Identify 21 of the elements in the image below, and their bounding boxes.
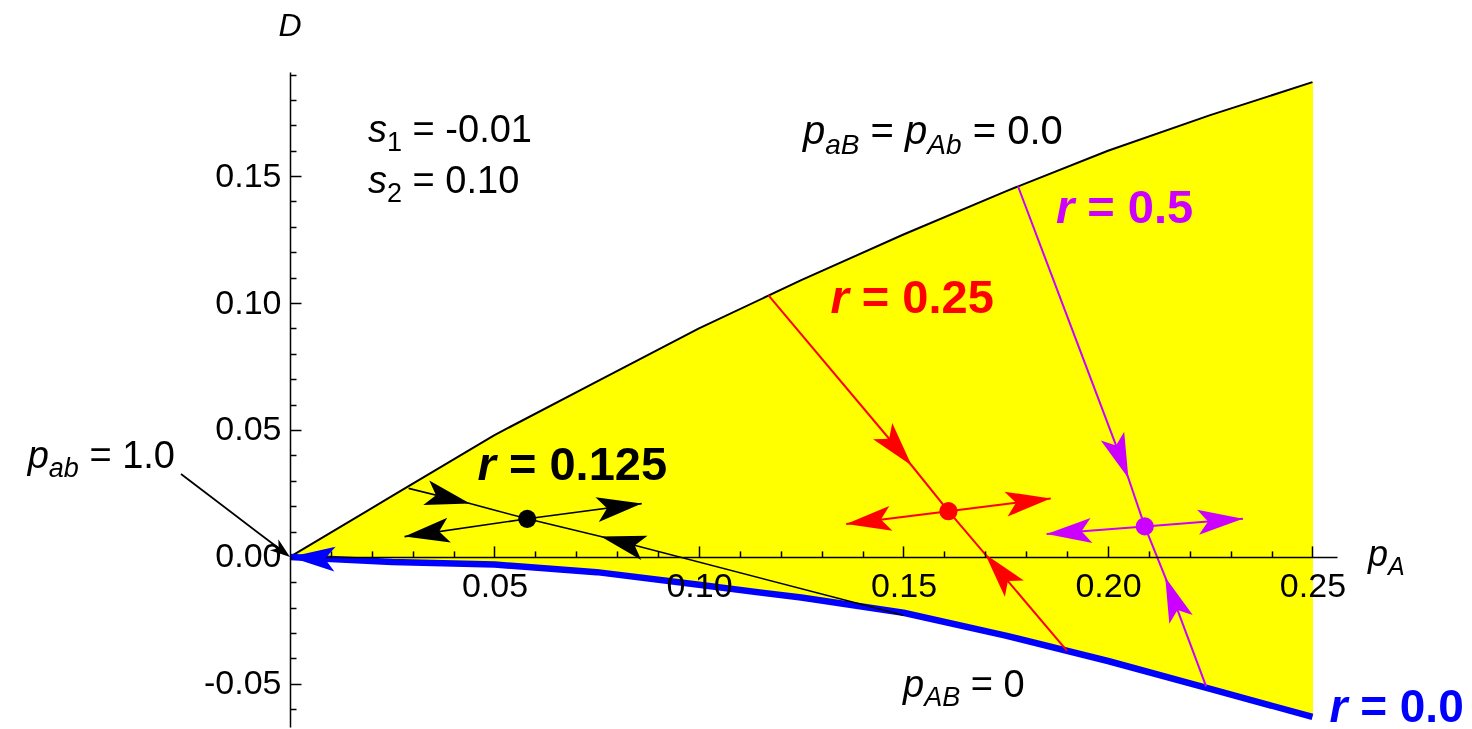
- y-axis-title: D: [278, 7, 302, 43]
- x-tick-label: 0.20: [1075, 566, 1142, 605]
- y-tick-label: 0.00: [215, 536, 282, 575]
- series-label: r = 0.25: [830, 270, 994, 324]
- annotation: s$_{1}$ = -0.01: [368, 108, 532, 158]
- y-tick-label: 0.10: [215, 282, 282, 321]
- x-tick-label: 0.15: [870, 566, 938, 605]
- annotation: p$_{AB}$ = 0: [902, 663, 1025, 713]
- series-label: r = 0.5: [1055, 180, 1194, 234]
- annotation: s$_{2}$ = 0.10: [368, 159, 520, 209]
- text: p$_{ab}$ = 1.0: [26, 434, 175, 484]
- series-label: p$_{aB}$ = p$_{Ab}$ = 0.0: [802, 107, 1063, 160]
- y-tick-label: 0.15: [215, 155, 282, 194]
- series-label: r = 0.0: [1329, 679, 1464, 729]
- x-axis-title: p$_{A}$: [1367, 532, 1405, 580]
- x-tick-label: 0.25: [1279, 566, 1347, 605]
- y-tick-label: 0.05: [215, 409, 282, 448]
- x-tick-label: 0.05: [461, 566, 529, 605]
- x-tick-label: 0.10: [666, 566, 733, 605]
- legend-label: r = 0.125: [477, 437, 668, 491]
- y-tick-label: -0.05: [204, 663, 282, 702]
